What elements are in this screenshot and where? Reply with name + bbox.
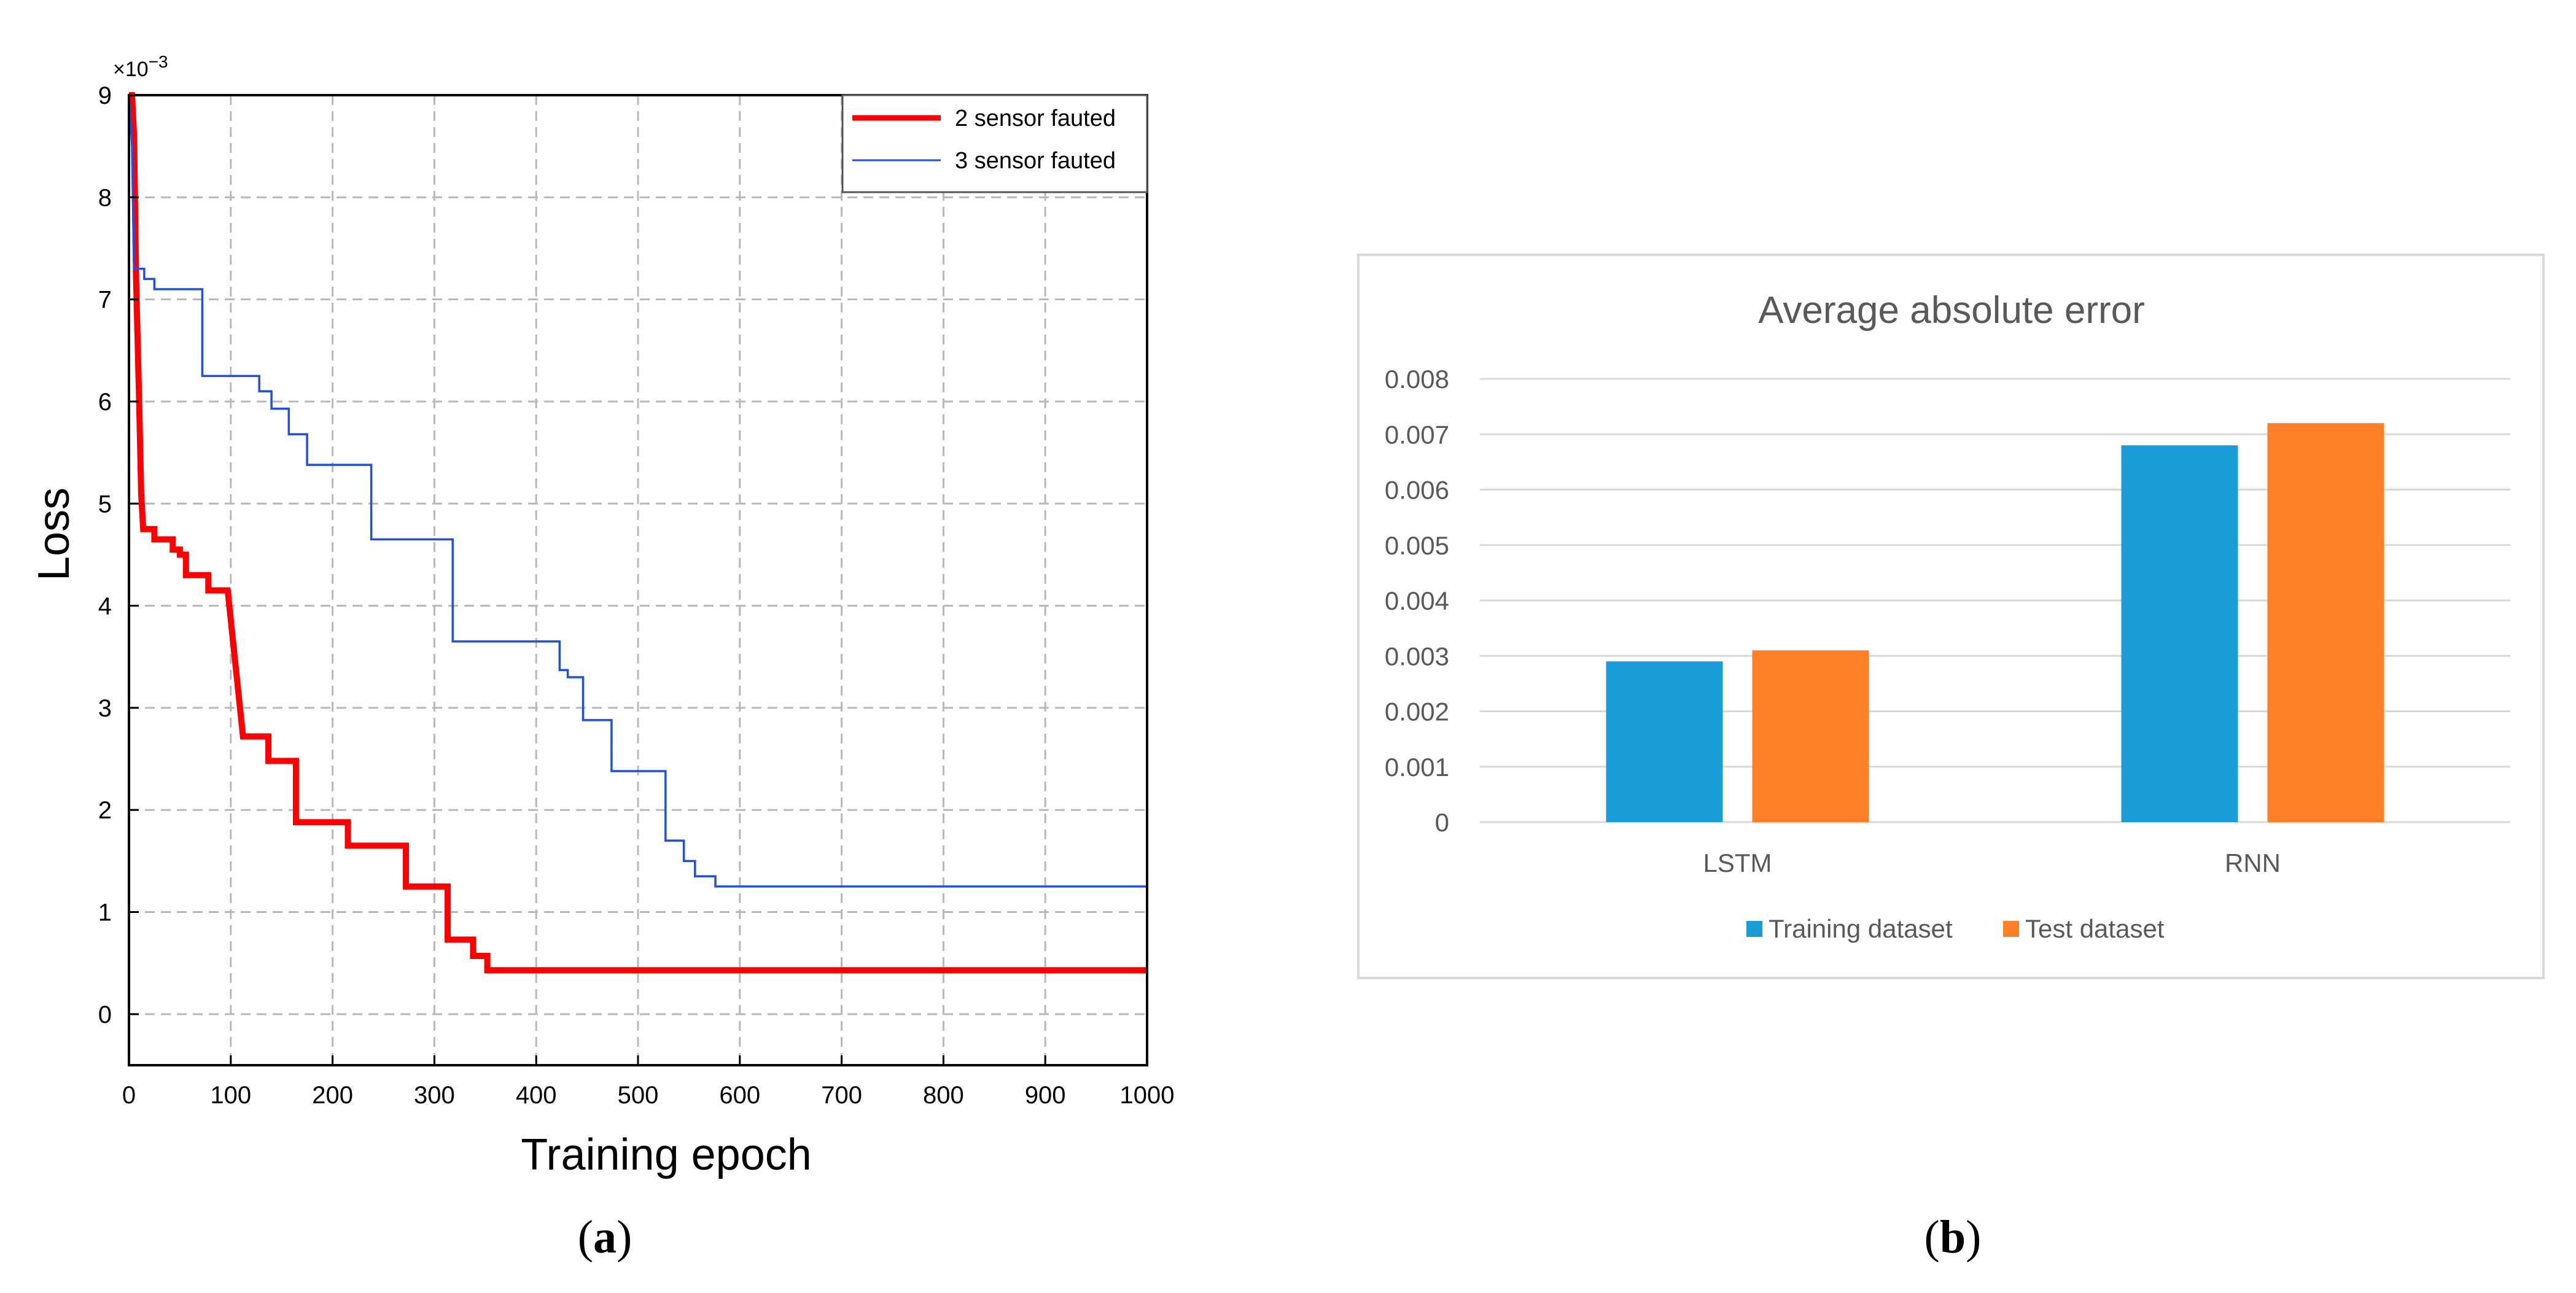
y-tick-label-b: 0 <box>1435 808 1449 837</box>
y-tick-label-a: 5 <box>98 491 112 518</box>
panel-caption-a: (a) <box>578 1211 632 1263</box>
bar-rnn-test <box>2267 423 2384 822</box>
x-tick-label-a: 200 <box>312 1082 353 1109</box>
series-a <box>128 92 1147 974</box>
ticks-a: 0 100 200 300 400 500 600 700 800 900 1000 0 1 2 3 4 5 6 7… <box>98 82 1175 1109</box>
y-tick-label-b: 0.005 <box>1385 531 1449 560</box>
y-tick-label-b: 0.002 <box>1385 697 1449 726</box>
bar-lstm-training <box>1606 661 1723 822</box>
y-tick-label-a: 3 <box>98 695 112 722</box>
panel-caption-b: (b) <box>1924 1211 1982 1263</box>
y-tick-label-b: 0.003 <box>1385 642 1449 670</box>
y-tick-label-b: 0.008 <box>1385 365 1449 394</box>
y-tick-label-a: 7 <box>98 287 112 314</box>
series-line-2-sensor <box>129 92 1147 974</box>
x-tick-label-a: 900 <box>1025 1082 1066 1109</box>
y-tick-label-a: 2 <box>98 797 112 824</box>
bar-rnn-training <box>2121 445 2238 822</box>
ticks-b: 0 0.001 0.002 0.003 0.004 0.005 0.006 0.007 0.00… <box>1385 365 2281 877</box>
legend-label-training: Training dataset <box>1769 914 1953 943</box>
y-tick-label-b: 0.001 <box>1385 753 1449 782</box>
x-tick-label-a: 0 <box>122 1082 136 1109</box>
x-tick-label-a: 300 <box>414 1082 455 1109</box>
y-axis-label-a: Loss <box>29 487 79 581</box>
bars-b <box>1606 423 2384 822</box>
x-tick-label-a: 100 <box>210 1082 251 1109</box>
legend-a: 2 sensor fauted 3 sensor fauted <box>841 94 1148 193</box>
chart-title-b: Average absolute error <box>1758 289 2145 332</box>
grid-a <box>129 95 1147 1065</box>
x-tick-label-a: 500 <box>618 1082 659 1109</box>
x-axis-label-a: Training epoch <box>521 1130 812 1179</box>
series-line-3-sensor <box>128 95 1147 888</box>
bar-chart: Average absolute error 00.0010.0020.0030… <box>1357 254 2545 1263</box>
x-tick-label-a: 600 <box>719 1082 760 1109</box>
legend-swatch-test <box>2003 921 2019 937</box>
y-tick-label-a: 8 <box>98 184 112 211</box>
y-tick-label-a: 1 <box>98 899 112 926</box>
y-tick-label-a: 0 <box>98 1001 112 1028</box>
category-label-b: LSTM <box>1703 848 1772 877</box>
y-tick-label-b: 0.006 <box>1385 476 1449 505</box>
category-label-b: RNN <box>2225 848 2281 877</box>
bar-lstm-test <box>1752 650 1869 822</box>
legend-label-test: Test dataset <box>2025 914 2165 943</box>
legend-label-3-sensor: 3 sensor fauted <box>955 148 1116 174</box>
x-tick-label-a: 700 <box>821 1082 862 1109</box>
legend-box-a <box>841 94 1148 193</box>
x-tick-label-a: 400 <box>516 1082 557 1109</box>
y-tick-label-a: 6 <box>98 389 112 416</box>
y-tick-label-a: 4 <box>98 593 112 620</box>
x-tick-label-a: 1000 <box>1120 1082 1175 1109</box>
legend-b: Training dataset Test dataset <box>1746 914 2165 943</box>
y-tick-label-b: 0.004 <box>1385 586 1449 615</box>
legend-swatch-training <box>1746 921 1762 937</box>
legend-label-2-sensor: 2 sensor fauted <box>955 106 1116 131</box>
y-tick-label-b: 0.007 <box>1385 420 1449 449</box>
y-tick-label-a: 9 <box>98 82 112 109</box>
loss-chart: 0 100 200 300 400 500 600 700 800 900 1000 0 1 2 3 4 5 6 7… <box>29 52 1174 1263</box>
y-multiplier: ×10−3 <box>113 52 168 81</box>
x-tick-label-a: 800 <box>923 1082 964 1109</box>
